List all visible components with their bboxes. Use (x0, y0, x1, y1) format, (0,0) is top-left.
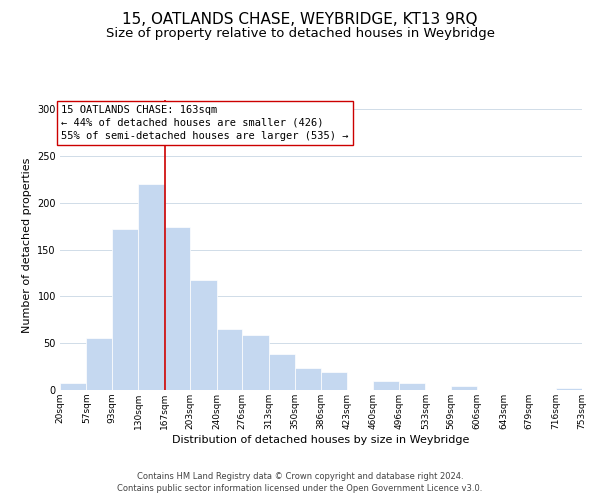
Bar (269, 354, 295, 390)
Bar (242, 335, 269, 390)
Text: Size of property relative to detached houses in Weybridge: Size of property relative to detached ho… (106, 28, 494, 40)
Text: 15 OATLANDS CHASE: 163sqm
← 44% of detached houses are smaller (426)
55% of semi: 15 OATLANDS CHASE: 163sqm ← 44% of detac… (61, 104, 349, 141)
Bar (217, 329, 242, 390)
Bar (373, 380, 399, 390)
Bar (451, 386, 478, 390)
Bar (139, 184, 164, 390)
Bar (112, 229, 139, 390)
Bar (190, 280, 217, 390)
Text: Contains public sector information licensed under the Open Government Licence v3: Contains public sector information licen… (118, 484, 482, 493)
Bar (399, 382, 425, 390)
Bar (164, 227, 190, 390)
Bar (295, 368, 320, 390)
Bar (320, 372, 347, 390)
Bar (556, 388, 582, 390)
Text: 15, OATLANDS CHASE, WEYBRIDGE, KT13 9RQ: 15, OATLANDS CHASE, WEYBRIDGE, KT13 9RQ (122, 12, 478, 28)
X-axis label: Distribution of detached houses by size in Weybridge: Distribution of detached houses by size … (172, 434, 470, 444)
Bar (60, 384, 86, 390)
Text: Contains HM Land Registry data © Crown copyright and database right 2024.: Contains HM Land Registry data © Crown c… (137, 472, 463, 481)
Bar (86, 338, 112, 390)
Y-axis label: Number of detached properties: Number of detached properties (22, 158, 32, 332)
